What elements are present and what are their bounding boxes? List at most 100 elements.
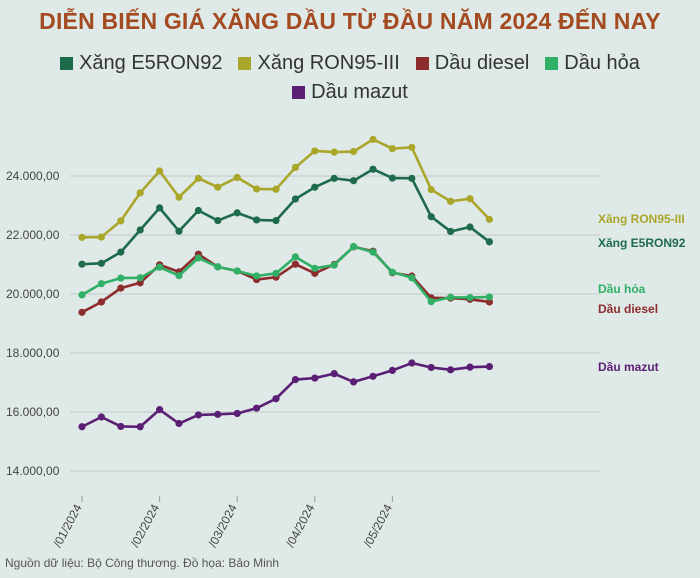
data-point [330, 261, 338, 269]
data-point [330, 174, 338, 182]
data-point [156, 204, 164, 212]
data-point [369, 135, 377, 144]
legend-swatch [415, 57, 429, 70]
data-point [330, 148, 338, 156]
data-point [466, 293, 474, 302]
data-point [408, 359, 416, 367]
data-point [97, 233, 105, 241]
data-point [117, 422, 125, 431]
legend-item: Dầu hỏa [545, 52, 640, 75]
data-point [369, 165, 377, 173]
legend-label: Dầu mazut [311, 81, 408, 103]
data-point [369, 372, 377, 380]
data-point [369, 248, 377, 256]
data-point [350, 242, 358, 251]
data-point [272, 269, 280, 277]
data-point [466, 223, 474, 231]
data-point [78, 308, 86, 316]
x-tick-label: /03/2024 [206, 502, 240, 550]
data-point [78, 233, 86, 241]
data-point [291, 375, 299, 384]
data-point [78, 291, 86, 299]
legend-swatch [238, 57, 252, 70]
legend-item: Xăng RON95-III [238, 52, 400, 75]
data-point [194, 411, 202, 419]
data-point [233, 267, 241, 275]
data-point [214, 263, 222, 271]
x-tick-label: /01/2024 [50, 502, 84, 550]
data-point [117, 284, 125, 292]
data-point [136, 189, 144, 197]
data-point [485, 215, 493, 223]
legend-label: Dầu hỏa [564, 52, 640, 74]
data-point [408, 143, 416, 151]
data-point [272, 395, 280, 403]
x-tick-label: /05/2024 [361, 502, 395, 550]
data-point [78, 423, 86, 431]
data-point [272, 185, 280, 193]
data-point [330, 370, 338, 378]
data-point [214, 183, 222, 191]
data-point [485, 362, 493, 371]
data-point [291, 163, 299, 172]
data-point [291, 195, 299, 203]
data-point [485, 238, 493, 246]
data-point [253, 185, 261, 193]
series-end-label: Dầu hỏa [598, 282, 646, 296]
y-tick-label: 14.000,00 [6, 464, 60, 478]
data-point [117, 274, 125, 282]
source-footer: Nguồn dữ liệu: Bộ Công thương. Đồ họa: B… [5, 556, 280, 570]
data-point [447, 197, 455, 205]
series-end-label: Xăng RON95-III [598, 212, 685, 226]
data-point [156, 406, 164, 414]
data-point [253, 216, 261, 224]
y-tick-label: 20.000,00 [6, 287, 60, 301]
legend-item: Xăng E5RON92 [60, 52, 222, 75]
data-point [233, 209, 241, 217]
data-point [485, 293, 493, 301]
chart-title: DIỄN BIẾN GIÁ XĂNG DẦU TỪ ĐẦU NĂM 2024 Đ… [39, 8, 661, 34]
data-point [253, 272, 261, 280]
data-point [272, 216, 280, 225]
series-line [81, 361, 490, 429]
data-point [311, 269, 319, 277]
legend-swatch [60, 57, 74, 70]
data-point [194, 174, 202, 182]
y-tick-label: 16.000,00 [6, 405, 60, 419]
data-point [427, 213, 435, 221]
data-point [136, 423, 144, 431]
data-point [97, 298, 105, 306]
data-point [233, 173, 241, 182]
data-point [117, 217, 125, 225]
y-tick-label: 24.000,00 [6, 169, 60, 183]
data-point [291, 253, 299, 261]
series-end-label: Dầu diesel [598, 302, 658, 316]
data-point [214, 216, 222, 225]
data-point [408, 274, 416, 282]
legend-swatch [292, 86, 306, 99]
legend: Xăng E5RON92 Xăng RON95-III Dầu diesel Dầu … [20, 52, 680, 104]
data-point [175, 227, 183, 235]
data-point [97, 280, 105, 288]
series-line [81, 138, 491, 239]
data-point [136, 279, 144, 287]
data-point [233, 409, 241, 418]
data-point [175, 272, 183, 280]
data-point [466, 363, 474, 371]
data-point [156, 167, 164, 175]
series-end-label: Xăng E5RON92 [598, 236, 686, 250]
legend-item: Dầu diesel [415, 52, 529, 75]
data-point [447, 366, 455, 374]
legend-item: Dầu mazut [292, 81, 408, 104]
data-point [350, 177, 358, 185]
data-point [136, 274, 144, 282]
data-point [175, 419, 183, 428]
data-point [466, 195, 474, 203]
data-point [156, 263, 164, 271]
data-point [447, 227, 455, 236]
data-point [194, 254, 202, 262]
data-point [388, 366, 396, 375]
data-point [311, 374, 319, 382]
data-point [175, 193, 183, 201]
